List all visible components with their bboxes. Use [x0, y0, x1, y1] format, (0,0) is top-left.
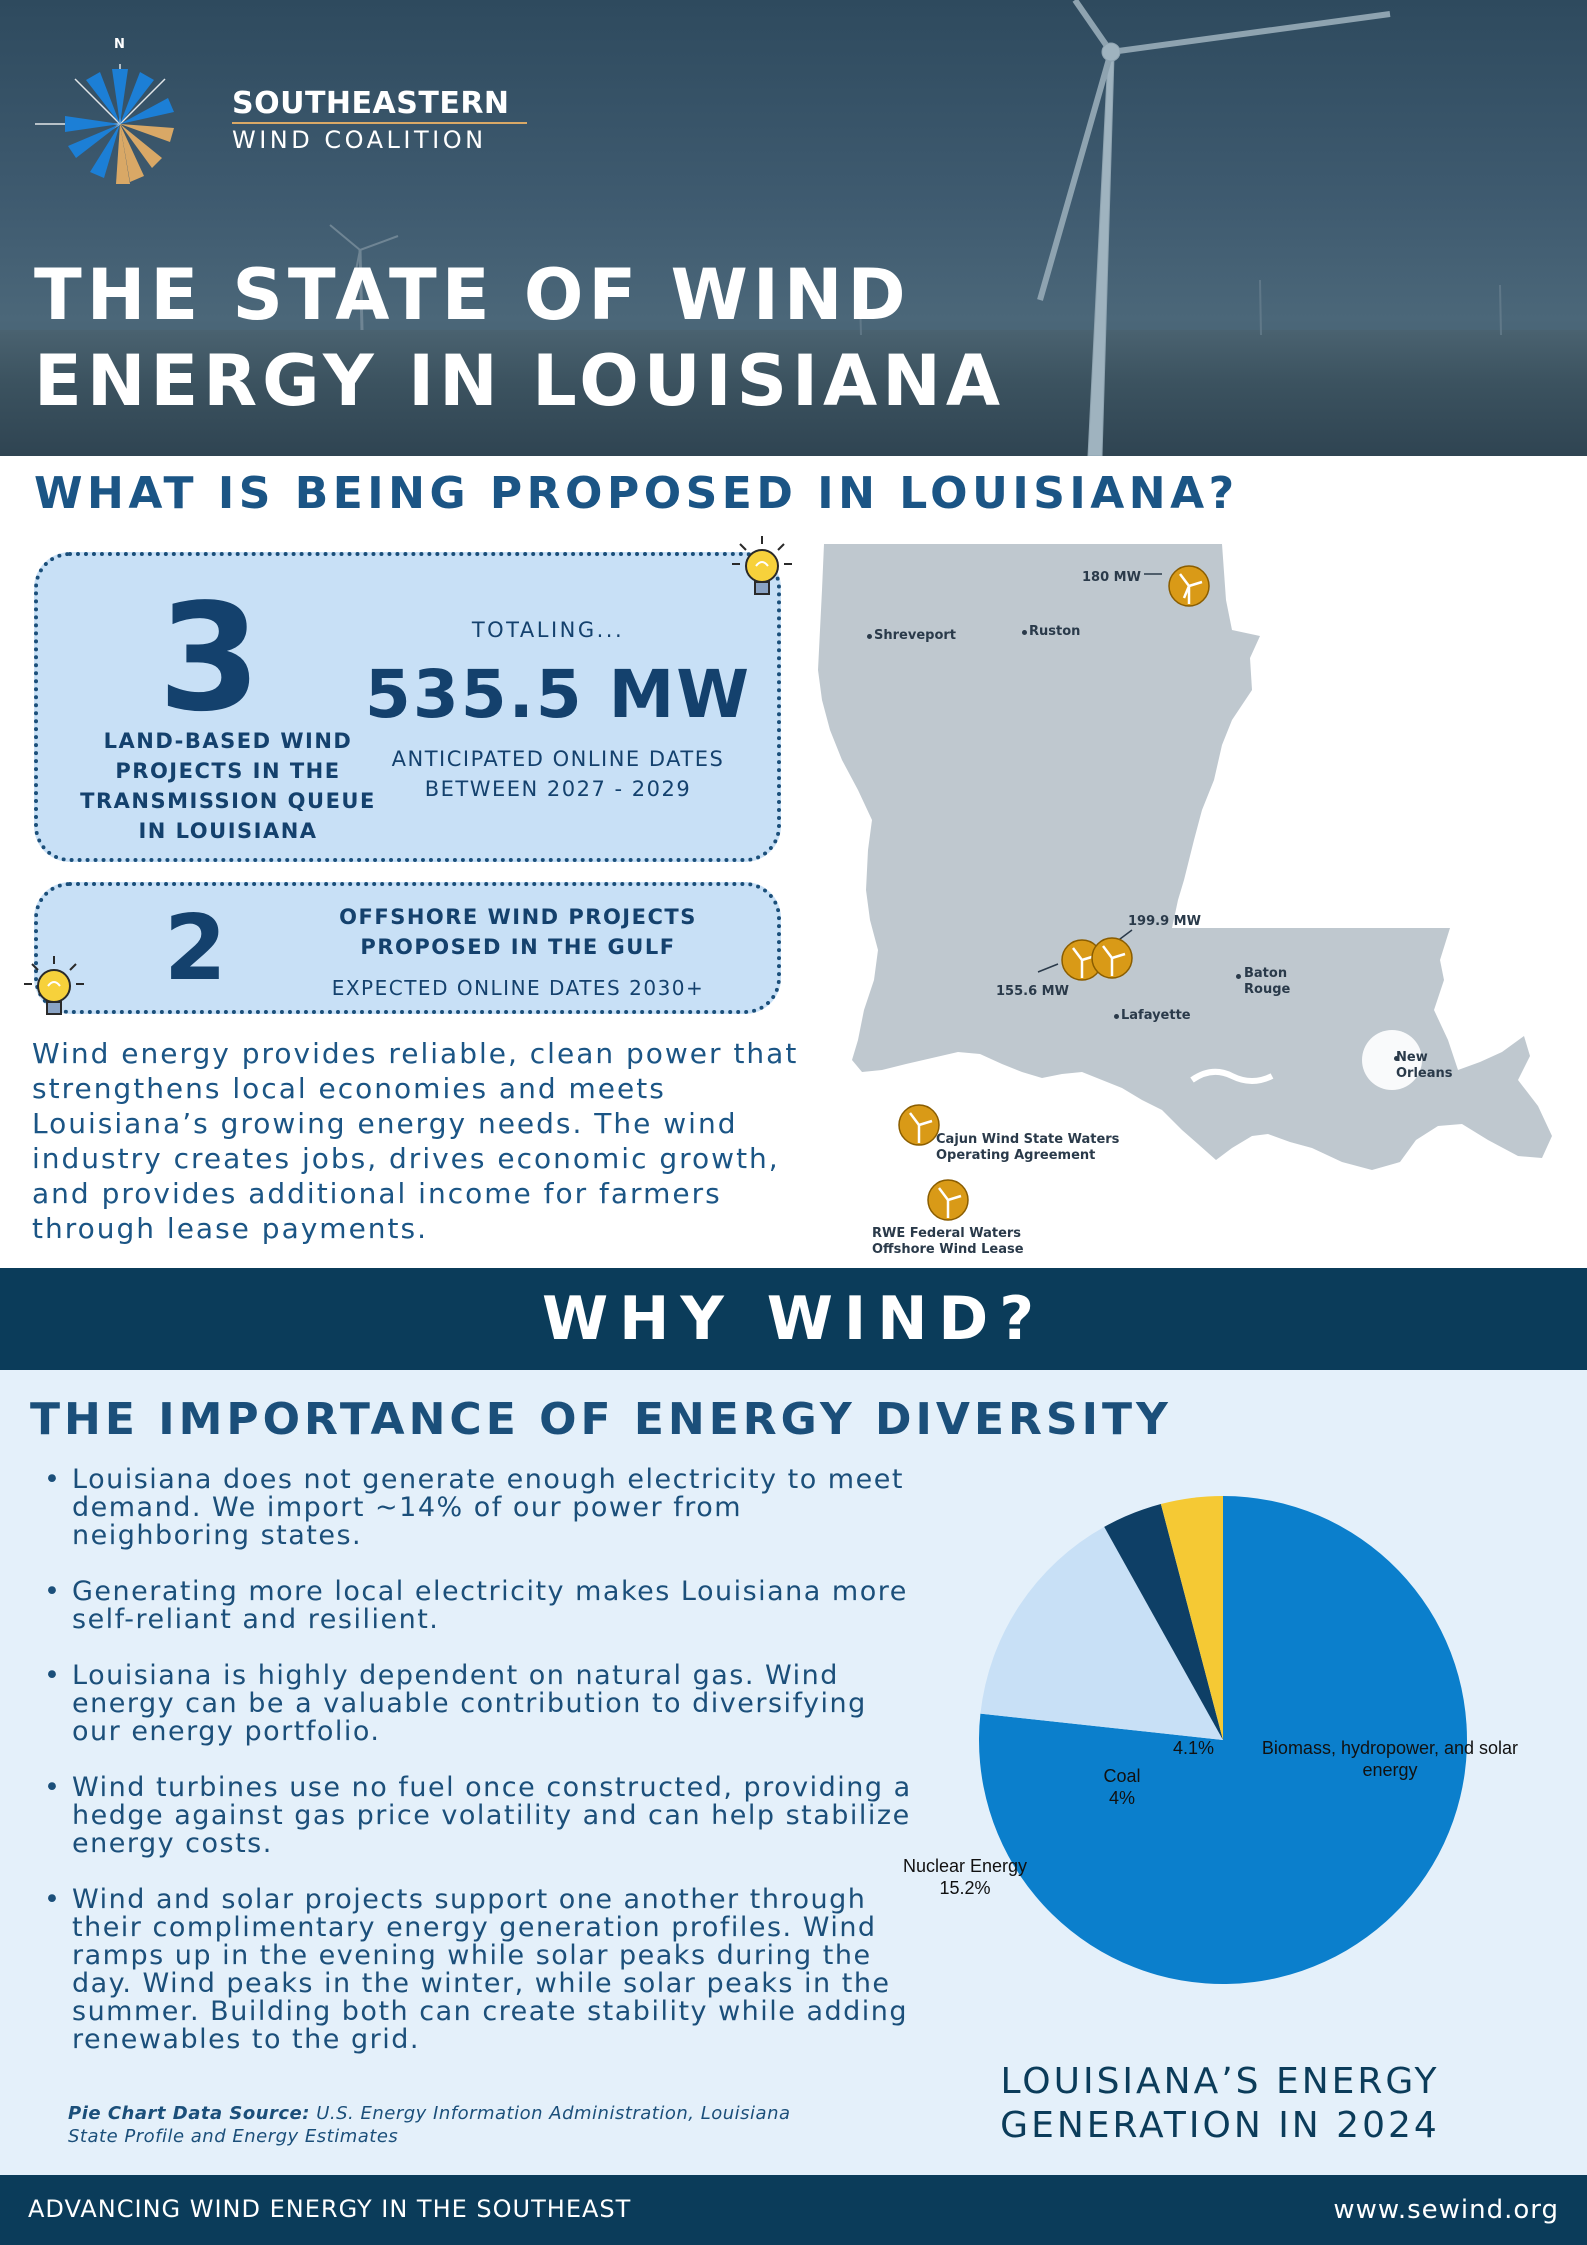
- city-new-orleans: New Orleans: [1396, 1050, 1453, 1081]
- wind-turbine-marker-icon: [1168, 565, 1210, 607]
- lightbulb-icon: [732, 536, 792, 595]
- pie-label-name: Coal: [1103, 1766, 1140, 1786]
- land-project-label: LAND-BASED WIND PROJECTS IN THE TRANSMIS…: [80, 729, 376, 843]
- wind-turbine-marker-icon: [927, 1179, 969, 1221]
- page-title-line2: ENERGY IN LOUISIANA: [34, 340, 1005, 422]
- hero-banner: N SOUTHEASTERN WIND COALITION THE STATE …: [0, 0, 1587, 456]
- compass-logo-icon: N: [35, 37, 174, 184]
- energy-diversity-section: THE IMPORTANCE OF ENERGY DIVERSITY Louis…: [0, 1370, 1587, 2175]
- city-lafayette: Lafayette: [1121, 1008, 1191, 1023]
- list-item: Generating more local electricity makes …: [40, 1578, 920, 1634]
- footer-website-link[interactable]: www.sewind.org: [1333, 2195, 1559, 2225]
- pie-caption-line2: GENERATION IN 2024: [1000, 2105, 1440, 2146]
- why-wind-title: WHY WIND?: [541, 1284, 1046, 1354]
- logo-title: SOUTHEASTERN: [232, 86, 510, 121]
- offshore-online-dates: EXPECTED ONLINE DATES 2030+: [331, 976, 705, 1000]
- wind-benefits-paragraph: Wind energy provides reliable, clean pow…: [32, 1037, 799, 1245]
- pie-label-value: 4%: [1109, 1788, 1135, 1808]
- proposed-heading: WHAT IS BEING PROPOSED IN LOUISIANA?: [34, 468, 1239, 519]
- list-item: Wind and solar projects support one anot…: [40, 1886, 920, 2054]
- wind-turbine-marker-icon: [898, 1104, 940, 1146]
- land-online-dates: ANTICIPATED ONLINE DATES BETWEEN 2027 - …: [391, 747, 725, 801]
- page-title-line1: THE STATE OF WIND: [34, 254, 911, 336]
- diversity-heading: THE IMPORTANCE OF ENERGY DIVERSITY: [30, 1394, 1172, 1445]
- project-label-199mw: 199.9 MW: [1128, 914, 1201, 929]
- hero-landscape: [0, 330, 1587, 456]
- pie-slice-nuclear-energy: [980, 1526, 1223, 1740]
- lightbulb-icon: [24, 956, 84, 1015]
- city-dot: [867, 634, 872, 639]
- footer-tagline: ADVANCING WIND ENERGY IN THE SOUTHEAST: [28, 2195, 632, 2223]
- land-projects-box: 3 LAND-BASED WIND PROJECTS IN THE TRANSM…: [34, 552, 781, 862]
- pie-chart-caption: LOUISIANA’S ENERGY GENERATION IN 2024: [960, 2060, 1480, 2148]
- source-label: Pie Chart Data Source:: [68, 2103, 310, 2124]
- louisiana-state-shape: [818, 544, 1552, 1170]
- project-markers: [898, 565, 1210, 1221]
- pie-slice-coal: [1104, 1504, 1223, 1740]
- project-label-180mw: 180 MW: [1082, 570, 1141, 585]
- hero-turbines-image: [329, 0, 1502, 456]
- offshore-projects-box: 2 OFFSHORE WIND PROJECTS PROPOSED IN THE…: [34, 882, 781, 1014]
- project-label-rwe: RWE Federal Waters Offshore Wind Lease: [872, 1226, 1024, 1257]
- energy-pie-chart: Natural Gas76.8%Nuclear Energy15.2%Coal4…: [903, 1496, 1518, 1984]
- land-project-count: 3: [158, 572, 261, 744]
- compass-north-label: N: [114, 37, 125, 52]
- logo-subtitle: WIND COALITION: [232, 126, 487, 154]
- city-baton-rouge: Baton Rouge: [1244, 966, 1291, 997]
- source-text: U.S. Energy Information Administration, …: [68, 2103, 791, 2147]
- list-item: Louisiana is highly dependent on natural…: [40, 1662, 920, 1746]
- pie-label-name: Nuclear Energy: [903, 1856, 1027, 1876]
- city-dot: [1022, 630, 1027, 635]
- list-item: Wind turbines use no fuel once construct…: [40, 1774, 920, 1858]
- offshore-project-label: OFFSHORE WIND PROJECTS PROPOSED IN THE G…: [339, 905, 697, 959]
- pie-label-name: energy: [1362, 1760, 1417, 1780]
- logo-divider: [232, 122, 527, 124]
- totaling-label: TOTALING...: [471, 618, 625, 642]
- pie-label-value: 15.2%: [939, 1878, 990, 1898]
- project-label-155mw: 155.6 MW: [996, 984, 1069, 999]
- footer-bar: ADVANCING WIND ENERGY IN THE SOUTHEAST w…: [0, 2175, 1587, 2245]
- pie-label-value: 4.1%: [1173, 1738, 1214, 1758]
- total-mw-value: 535.5 MW: [364, 656, 752, 733]
- offshore-project-count: 2: [164, 896, 227, 1001]
- page-title: THE STATE OF WIND ENERGY IN LOUISIANA: [34, 252, 1134, 424]
- pie-chart-source: Pie Chart Data Source: U.S. Energy Infor…: [68, 2102, 828, 2148]
- pie-slice-biomass-hydropower-and-solar-energy: [1160, 1496, 1223, 1740]
- project-label-cajun: Cajun Wind State Waters Operating Agreem…: [936, 1132, 1120, 1163]
- diversity-bullet-list: Louisiana does not generate enough elect…: [40, 1466, 920, 2082]
- city-ruston: Ruston: [1029, 624, 1081, 639]
- pie-label-name: Biomass, hydropower, and solar: [1262, 1738, 1518, 1758]
- why-wind-banner: WHY WIND?: [0, 1268, 1587, 1370]
- wind-turbine-marker-icon: [1091, 937, 1133, 979]
- list-item: Louisiana does not generate enough elect…: [40, 1466, 920, 1550]
- city-dot: [1236, 974, 1241, 979]
- pie-caption-line1: LOUISIANA’S ENERGY: [1000, 2061, 1440, 2102]
- city-dot: [1114, 1014, 1119, 1019]
- city-shreveport: Shreveport: [874, 628, 956, 643]
- city-dot: [1394, 1056, 1399, 1061]
- coalition-logo[interactable]: N SOUTHEASTERN WIND COALITION: [34, 34, 527, 204]
- louisiana-map: Shreveport Ruston Baton Rouge Lafayette …: [812, 540, 1572, 1270]
